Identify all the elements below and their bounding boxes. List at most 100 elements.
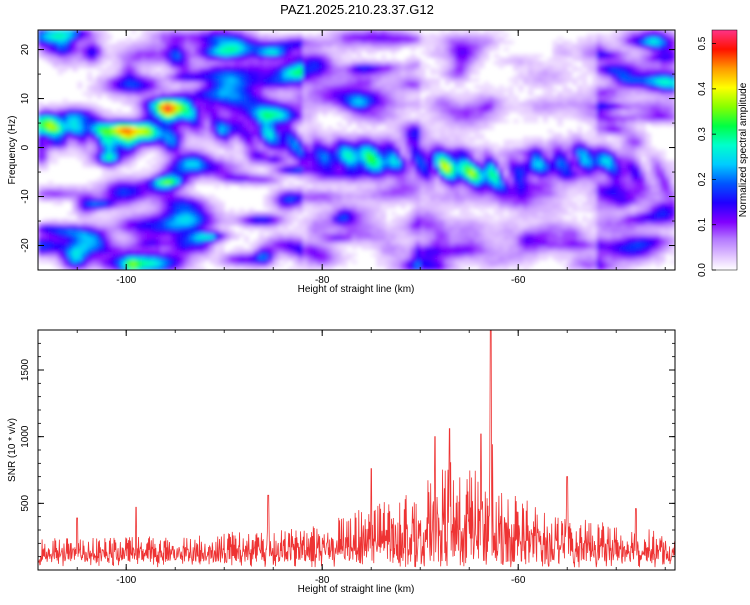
heatmap-cell	[180, 180, 186, 185]
heatmap-cell	[62, 64, 68, 69]
heatmap-cell	[91, 263, 98, 268]
heatmap-cell	[405, 60, 411, 65]
heatmap-cell	[336, 143, 343, 148]
heatmap-cell	[175, 177, 181, 182]
heatmap-cell	[263, 126, 269, 131]
heatmap-cell	[52, 150, 59, 155]
heatmap-cell	[405, 132, 411, 137]
heatmap-cell	[268, 136, 274, 141]
heatmap-cell	[121, 67, 127, 72]
heatmap-cell	[420, 252, 426, 257]
heatmap-cell	[38, 249, 44, 254]
heatmap-cell	[194, 88, 201, 93]
heatmap-cell	[224, 174, 230, 179]
heatmap-cell	[273, 174, 279, 179]
heatmap-cell	[155, 126, 162, 131]
heatmap-cell	[116, 174, 122, 179]
heatmap-cell	[317, 150, 323, 155]
heatmap-cell	[287, 239, 294, 244]
heatmap-cell	[317, 91, 323, 96]
heatmap-cell	[322, 146, 328, 151]
heatmap-cell	[67, 228, 73, 233]
heatmap-cell	[96, 184, 103, 189]
heatmap-cell	[297, 36, 304, 41]
heatmap-cell	[185, 139, 191, 144]
heatmap-cell	[322, 153, 328, 158]
heatmap-cell	[307, 95, 313, 100]
heatmap-cell	[287, 71, 294, 76]
heatmap-cell	[47, 160, 54, 165]
heatmap-cell	[415, 204, 421, 209]
heatmap-cell	[390, 156, 397, 161]
heatmap-cell	[214, 102, 220, 107]
heatmap-cell	[356, 74, 362, 79]
heatmap-cell	[77, 50, 83, 55]
heatmap-cell	[116, 156, 122, 161]
heatmap-cell	[214, 132, 220, 137]
heatmap-cell	[116, 160, 122, 165]
heatmap-cell	[336, 198, 343, 203]
heatmap-cell	[160, 129, 166, 134]
heatmap-cell	[381, 98, 387, 103]
heatmap-cell	[395, 126, 402, 131]
heatmap-cell	[204, 115, 211, 120]
heatmap-cell	[91, 108, 98, 113]
heatmap-cell	[287, 74, 294, 79]
heatmap-cell	[160, 177, 166, 182]
heatmap-cell	[405, 232, 411, 237]
heatmap-cell	[96, 30, 103, 35]
heatmap-cell	[38, 54, 44, 59]
heatmap-cell	[101, 54, 108, 59]
heatmap-cell	[317, 191, 323, 196]
heatmap-cell	[351, 228, 358, 233]
heatmap-cell	[140, 191, 147, 196]
heatmap-cell	[317, 102, 323, 107]
heatmap-cell	[121, 156, 127, 161]
heatmap-cell	[273, 163, 279, 168]
heatmap-cell	[209, 71, 215, 76]
heatmap-cell	[371, 98, 377, 103]
heatmap-cell	[415, 263, 421, 268]
heatmap-cell	[243, 139, 250, 144]
heatmap-cell	[165, 167, 171, 172]
heatmap-cell	[121, 57, 127, 62]
heatmap-cell	[385, 91, 392, 96]
heatmap-cell	[131, 71, 137, 76]
heatmap-cell	[91, 163, 98, 168]
heatmap-cell	[111, 88, 117, 93]
heatmap-cell	[116, 47, 122, 52]
heatmap-cell	[410, 184, 416, 189]
heatmap-cell	[106, 122, 113, 127]
heatmap-cell	[121, 163, 127, 168]
heatmap-cell	[410, 57, 416, 62]
heatmap-cell	[67, 187, 73, 192]
heatmap-cell	[140, 263, 147, 268]
heatmap-cell	[229, 256, 235, 261]
heatmap-cell	[283, 74, 289, 79]
heatmap-cell	[390, 81, 397, 86]
heatmap-cell	[297, 156, 304, 161]
heatmap-cell	[400, 222, 407, 227]
heatmap-cell	[126, 208, 132, 213]
heatmap-cell	[312, 232, 318, 237]
heatmap-cell	[106, 146, 113, 151]
heatmap-cell	[366, 43, 372, 48]
heatmap-cell	[341, 81, 348, 86]
heatmap-cell	[361, 232, 367, 237]
heatmap-cell	[332, 95, 338, 100]
heatmap-cell	[219, 259, 225, 264]
heatmap-cell	[278, 170, 284, 175]
heatmap-cell	[209, 139, 215, 144]
heatmap-cell	[258, 153, 264, 158]
heatmap-cell	[332, 187, 338, 192]
heatmap-cell	[47, 191, 54, 196]
heatmap-cell	[420, 263, 426, 268]
heatmap-cell	[204, 256, 211, 261]
heatmap-cell	[189, 266, 196, 270]
heatmap-cell	[121, 215, 127, 220]
heatmap-cell	[385, 246, 392, 251]
heatmap-cell	[381, 180, 387, 185]
heatmap-cell	[219, 126, 225, 131]
heatmap-cell	[283, 64, 289, 69]
heatmap-cell	[415, 249, 421, 254]
